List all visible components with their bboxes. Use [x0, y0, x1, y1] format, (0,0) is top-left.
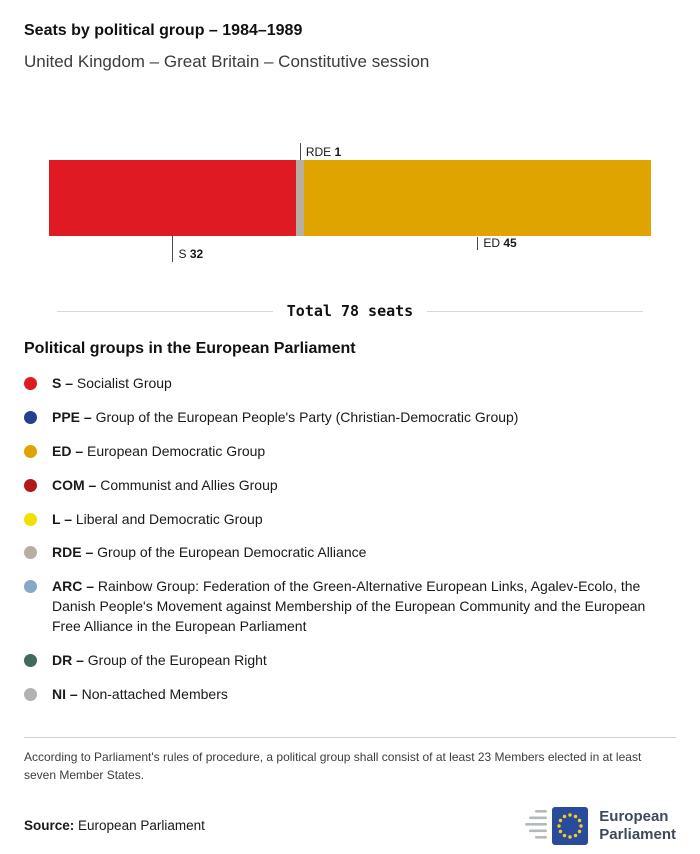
bar-label-rde: RDE 1 — [299, 143, 342, 160]
group-color-dot — [24, 444, 37, 458]
bar-segment-s[interactable] — [49, 160, 296, 236]
group-name: Non-attached Members — [81, 685, 228, 702]
group-name: Group of the European Right — [87, 651, 267, 668]
group-code: DR – — [52, 651, 84, 668]
group-color-dot — [24, 410, 37, 424]
legend-item-text: DR – Group of the European Right — [52, 651, 267, 671]
group-color-dot — [24, 687, 37, 701]
source-label: Source: — [24, 818, 75, 834]
legend-item-l: L – Liberal and Democratic Group — [24, 510, 676, 530]
bar-label-ed: ED 45 — [477, 236, 517, 250]
group-name: Rainbow Group: Federation of the Green-A… — [52, 578, 646, 634]
footnote: According to Parliament's rules of proce… — [24, 736, 676, 785]
legend-heading: Political groups in the European Parliam… — [24, 340, 356, 357]
bar-label-s: S 32 — [172, 236, 203, 262]
logo-word-line2: Parliament — [599, 825, 676, 843]
total-seats-divider: Total 78 seats — [57, 302, 643, 320]
legend-item-text: L – Liberal and Democratic Group — [52, 510, 263, 530]
rde-tick-line — [299, 143, 301, 160]
legend-item-com: COM – Communist and Allies Group — [24, 476, 676, 496]
legend-item-text: ARC – Rainbow Group: Federation of the G… — [52, 577, 676, 637]
legend-item-dr: DR – Group of the European Right — [24, 651, 676, 671]
legend-item-text: ED – European Democratic Group — [52, 442, 265, 462]
group-name: Group of the European People's Party (Ch… — [95, 408, 519, 425]
group-color-dot — [24, 653, 37, 667]
ed-label-text: ED 45 — [483, 236, 517, 250]
european-parliament-logo: European Parliament — [525, 806, 676, 845]
eu-flag-icon — [525, 806, 589, 845]
legend-item-ni: NI – Non-attached Members — [24, 685, 676, 705]
group-code: COM – — [52, 476, 97, 493]
s-label-text: S 32 — [178, 247, 204, 261]
legend-item-text: COM – Communist and Allies Group — [52, 476, 278, 496]
divider-line-right — [427, 310, 643, 312]
group-code: L – — [52, 510, 72, 527]
group-name: Socialist Group — [76, 375, 172, 391]
group-code: ARC – — [52, 578, 95, 595]
group-color-dot — [24, 512, 37, 526]
group-color-dot — [24, 377, 37, 390]
group-code: RDE – — [52, 544, 94, 561]
group-code: PPE – — [52, 408, 92, 425]
page-title: Seats by political group – 1984–1989 — [24, 22, 303, 39]
group-code: ED – — [52, 442, 84, 459]
divider-line-left — [57, 310, 273, 312]
group-color-dot — [24, 546, 37, 560]
source-value: European Parliament — [78, 818, 205, 834]
logo-wordmark: European Parliament — [599, 808, 676, 844]
stacked-bar — [49, 160, 651, 236]
legend-item-text: RDE – Group of the European Democratic A… — [52, 543, 366, 563]
s-tick-line — [172, 236, 174, 262]
group-name: Group of the European Democratic Allianc… — [97, 544, 367, 561]
bar-segment-rde[interactable] — [295, 160, 304, 236]
legend-item-s: S – Socialist Group — [24, 374, 676, 394]
legend-item-text: NI – Non-attached Members — [52, 685, 228, 705]
rde-label-text: RDE 1 — [305, 144, 342, 159]
group-code: S – — [52, 375, 74, 391]
page-subtitle: United Kingdom – Great Britain – Constit… — [24, 52, 430, 71]
bar-segment-ed[interactable] — [303, 160, 651, 236]
source-line: Source: European Parliament — [24, 818, 205, 833]
legend-item-ppe: PPE – Group of the European People's Par… — [24, 408, 676, 428]
legend-item-rde: RDE – Group of the European Democratic A… — [24, 543, 676, 563]
seats-chart: RDE 1 S 32 ED 45 — [49, 143, 651, 262]
legend-item-text: PPE – Group of the European People's Par… — [52, 408, 518, 428]
total-seats-label: Total 78 seats — [286, 302, 414, 320]
legend-item-arc: ARC – Rainbow Group: Federation of the G… — [24, 577, 676, 637]
group-name: Liberal and Democratic Group — [75, 510, 263, 527]
legend-item-text: S – Socialist Group — [52, 374, 172, 394]
group-code: NI – — [52, 685, 78, 702]
ed-tick-line — [477, 237, 479, 250]
group-name: European Democratic Group — [87, 442, 266, 459]
group-color-dot — [24, 478, 37, 492]
legend: S – Socialist Group PPE – Group of the E… — [24, 374, 676, 705]
group-name: Communist and Allies Group — [100, 476, 278, 493]
logo-word-line1: European — [599, 807, 669, 825]
footer: Source: European Parliament — [24, 806, 676, 845]
legend-item-ed: ED – European Democratic Group — [24, 442, 676, 462]
group-color-dot — [24, 580, 37, 594]
